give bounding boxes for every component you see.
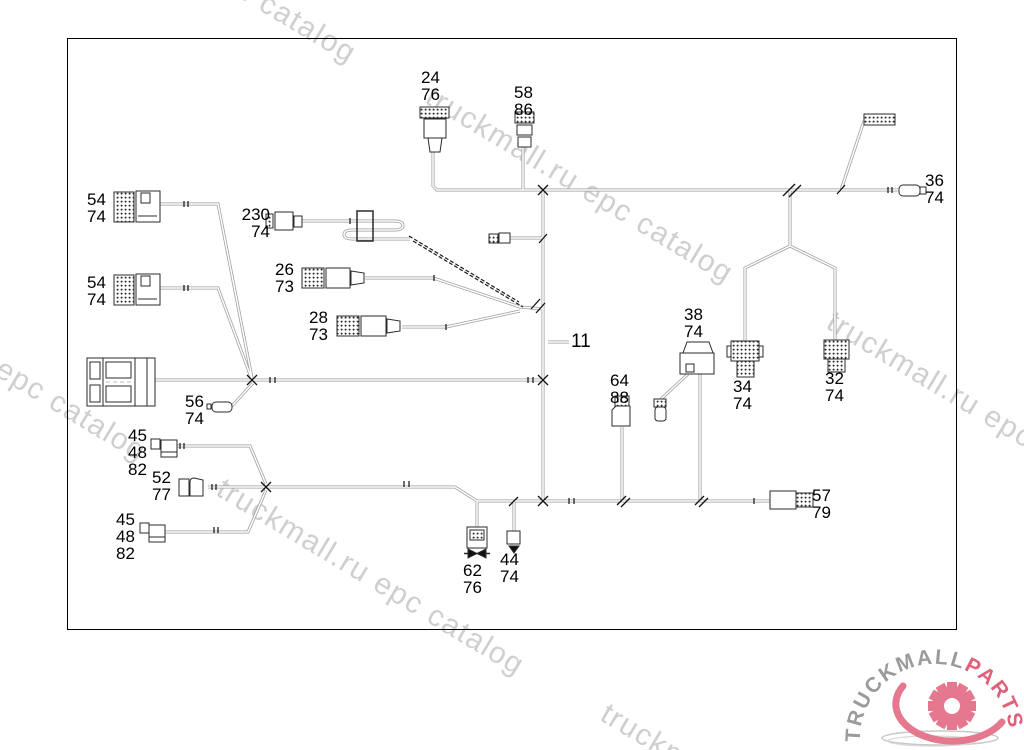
callout-26-73: 26 73 bbox=[275, 260, 294, 296]
callout-main-item-11: 11 bbox=[571, 331, 591, 352]
connector-57-79 bbox=[769, 490, 814, 510]
callout-36-74: 36 74 bbox=[925, 171, 944, 207]
connector-64-88 bbox=[611, 395, 631, 427]
callout-64-88: 64 88 bbox=[610, 371, 629, 407]
callout-45-48-82-b: 45 48 82 bbox=[116, 510, 135, 563]
connector-45-48-82-a bbox=[150, 438, 178, 458]
callout-24-76: 24 76 bbox=[421, 68, 440, 104]
gear-icon bbox=[928, 682, 976, 730]
connector-52-77 bbox=[178, 477, 204, 497]
callout-230-74: 230 74 bbox=[241, 205, 270, 241]
connector-28-73 bbox=[336, 315, 401, 337]
connector-26-73 bbox=[301, 267, 365, 289]
connector-pigtail-38 bbox=[653, 398, 667, 422]
connector-58-86 bbox=[514, 111, 535, 148]
callout-44-74: 44 74 bbox=[500, 550, 519, 586]
callout-58-86: 58 86 bbox=[514, 83, 533, 119]
connector-45-48-82-b bbox=[139, 522, 166, 543]
callout-32-74: 32 74 bbox=[825, 369, 844, 405]
relay-38-74 bbox=[679, 341, 715, 375]
connector-54-74-b bbox=[113, 273, 161, 306]
callout-52-77: 52 77 bbox=[152, 468, 171, 504]
connector-54-74-a bbox=[113, 190, 161, 223]
connector-32-74 bbox=[823, 339, 850, 373]
callout-38-74: 38 74 bbox=[684, 305, 703, 341]
callout-62-76: 62 76 bbox=[463, 561, 482, 597]
connector-24-76 bbox=[419, 106, 450, 153]
connector-36-74 bbox=[898, 184, 927, 197]
callout-45-48-82-a: 45 48 82 bbox=[128, 426, 147, 479]
callout-56-74: 56 74 bbox=[185, 392, 204, 428]
junction-marks bbox=[246, 183, 846, 508]
connector-56-74 bbox=[206, 401, 233, 413]
connector-230-74 bbox=[265, 210, 374, 242]
callout-57-79: 57 79 bbox=[812, 486, 831, 522]
dashed-bundle bbox=[408, 235, 524, 308]
callout-54-74-a: 54 74 bbox=[87, 190, 106, 226]
callout-28-73: 28 73 bbox=[309, 308, 328, 344]
callout-54-74-b: 54 74 bbox=[87, 273, 106, 309]
tick-marks bbox=[179, 187, 893, 533]
connector-main-block bbox=[86, 357, 156, 407]
connector-34-74 bbox=[726, 340, 764, 378]
truckmall-logo: TRUCKMALLPARTS bbox=[842, 646, 1024, 747]
connector-44-74 bbox=[506, 530, 521, 554]
diagram-border bbox=[67, 38, 957, 630]
connector-inline-trunk bbox=[488, 232, 511, 244]
connector-ring-terminal bbox=[863, 113, 896, 126]
callout-34-74: 34 74 bbox=[733, 377, 752, 413]
connector-62-76 bbox=[464, 526, 490, 559]
